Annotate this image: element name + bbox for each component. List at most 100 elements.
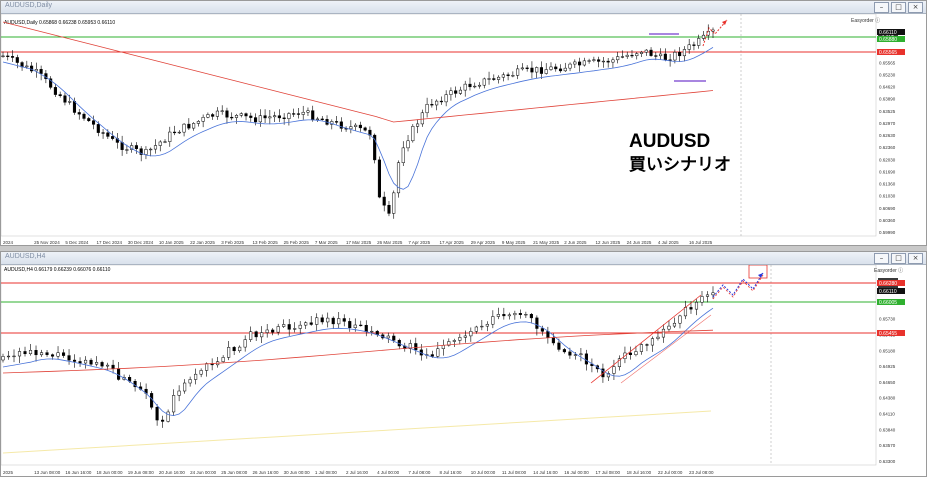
- candle-bull: [563, 67, 567, 72]
- candle-bull: [473, 85, 477, 88]
- h4-time-axis: 2025 13 Jun 08:00 16 Jun 16:00 18 Jun 00:00…: [3, 470, 714, 475]
- time-axis-tick: 7 Jul 08:00: [408, 470, 431, 475]
- candle-bull: [491, 316, 495, 325]
- candle-bull: [458, 89, 462, 94]
- time-axis-tick: 23 Jul 08:00: [689, 470, 714, 475]
- close-icon[interactable]: ×: [908, 2, 923, 13]
- candle-bull: [326, 317, 330, 323]
- candle-bear: [187, 123, 191, 129]
- daily-title-bar[interactable]: AUDUSD,Daily – □ ×: [1, 1, 926, 14]
- restore-icon[interactable]: □: [891, 2, 906, 13]
- candle-bull: [183, 382, 187, 392]
- candle-bear: [454, 90, 458, 94]
- candle-bull: [337, 318, 341, 325]
- candle-bull: [201, 117, 205, 122]
- candle-bear: [597, 59, 601, 62]
- time-axis-tick: 18 Jul 16:00: [627, 470, 652, 475]
- candle-bull: [144, 149, 148, 155]
- close-icon[interactable]: ×: [908, 253, 923, 264]
- h4-price-tag-red-bottom: 0.65455: [879, 331, 897, 337]
- daily-indicator-label[interactable]: Easyorder ⓘ: [851, 17, 880, 24]
- candle-bear: [551, 337, 555, 344]
- candle-bear: [529, 314, 533, 319]
- time-axis-tick: 18 Jun 00:00: [97, 470, 124, 475]
- candle-bull: [265, 329, 269, 333]
- h4-price-tag-bid: 0.66110: [879, 289, 897, 295]
- candle-bull: [125, 149, 129, 151]
- time-axis-tick: 14 Jul 16:00: [533, 470, 558, 475]
- h4-chart-window[interactable]: AUDUSD,H4 – □ × AUDUSD,H4 0.66179 0.6623…: [0, 251, 927, 477]
- candle-bull: [6, 355, 11, 358]
- candle-bull: [700, 296, 704, 303]
- candle-bull: [149, 148, 153, 151]
- candle-bull: [106, 364, 110, 367]
- minimize-icon[interactable]: –: [874, 2, 889, 13]
- h4-plot-frame: [1, 265, 877, 466]
- candle-bear: [530, 67, 534, 73]
- candle-bear: [230, 116, 234, 119]
- candle-bull: [682, 49, 686, 57]
- candle-bear: [320, 118, 324, 120]
- candle-bear: [689, 307, 693, 310]
- candle-bear: [377, 159, 381, 198]
- candle-bear: [73, 359, 77, 362]
- h4-title-bar[interactable]: AUDUSD,H4 – □ ×: [1, 252, 926, 265]
- time-axis-tick: 17 Jul 08:00: [595, 470, 620, 475]
- candle-bull: [480, 325, 484, 328]
- candle-bull: [353, 324, 357, 328]
- candle-bear: [244, 113, 248, 117]
- price-axis-tick: 0.64380: [879, 396, 896, 401]
- price-axis-tick: 0.64650: [879, 380, 896, 385]
- price-axis-tick: 0.65730: [879, 317, 896, 322]
- candle-bull: [306, 110, 310, 113]
- h4-chart-canvas[interactable]: AUDUSD,H4 0.66179 0.66239 0.66076 0.6611…: [1, 265, 927, 477]
- candle-bull: [701, 34, 706, 39]
- minimize-icon[interactable]: –: [874, 253, 889, 264]
- candle-bear: [49, 78, 53, 88]
- daily-candles: [1, 24, 715, 219]
- daily-info-text: AUDUSD,Daily 0.65868 0.66238 0.65953 0.6…: [4, 20, 115, 26]
- price-axis-tick: 0.63300: [879, 459, 896, 464]
- candle-bull: [199, 370, 203, 375]
- candle-bear: [58, 94, 62, 97]
- time-axis-tick: 29 Apr 2025: [471, 240, 496, 245]
- restore-icon[interactable]: □: [891, 253, 906, 264]
- candle-bear: [562, 349, 566, 353]
- daily-chart-canvas[interactable]: AUDUSD,Daily 0.65868 0.66238 0.65953 0.6…: [1, 14, 927, 246]
- price-axis-tick: 0.61690: [879, 169, 896, 174]
- daily-chart-window[interactable]: AUDUSD,Daily – □ × AUDUSD,Daily 0.65868 …: [0, 0, 927, 246]
- price-axis-tick: 0.60690: [879, 206, 896, 211]
- price-axis-tick: 0.64925: [879, 364, 896, 369]
- time-axis-tick: 24 Jun 2025: [627, 240, 652, 245]
- candle-bear: [45, 352, 49, 355]
- candle-bull: [520, 67, 524, 70]
- h4-info-text: AUDUSD,H4 0.66179 0.66239 0.66076 0.6611…: [4, 267, 111, 273]
- candle-bear: [263, 115, 267, 119]
- candle-bull: [238, 346, 242, 352]
- price-axis-tick: 0.62970: [879, 121, 896, 126]
- candle-bear: [211, 114, 215, 117]
- candle-bear: [67, 355, 71, 361]
- candle-bull: [298, 324, 302, 329]
- time-axis-tick: 1 Jul 08:00: [315, 470, 338, 475]
- candle-bull: [392, 192, 396, 214]
- candle-bull: [573, 354, 577, 356]
- candle-bear: [578, 61, 582, 66]
- time-axis-tick: 2025: [3, 470, 14, 475]
- candle-bear: [101, 132, 105, 134]
- price-axis-tick: 0.62030: [879, 157, 896, 162]
- candle-bull: [234, 115, 239, 118]
- h4-indicator-label[interactable]: Easyorder ⓘ: [874, 267, 903, 274]
- candle-bear: [468, 83, 472, 88]
- time-axis-tick: 25 Feb 2025: [284, 240, 310, 245]
- time-axis-tick: 30 Dec 2024: [128, 240, 154, 245]
- candle-bear: [568, 351, 572, 356]
- candle-bear: [535, 317, 539, 329]
- candle-bear: [692, 44, 696, 46]
- candle-bull: [673, 52, 677, 61]
- time-axis-tick: 26 Jun 16:00: [252, 470, 279, 475]
- price-axis-tick: 0.65565: [879, 60, 896, 65]
- candle-bull: [227, 347, 231, 358]
- candle-bull: [513, 313, 517, 316]
- h4-window-title: AUDUSD,H4: [5, 253, 46, 260]
